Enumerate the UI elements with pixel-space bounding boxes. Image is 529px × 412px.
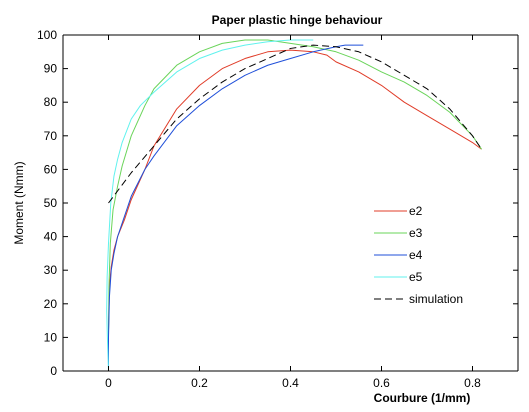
chart-title: Paper plastic hinge behaviour [212,13,383,27]
x-tick-label: 0 [105,376,112,390]
y-tick-label: 100 [37,28,57,42]
y-ticks: 0 10 20 30 40 50 60 70 80 90 100 [37,28,518,378]
y-tick-label: 30 [44,263,58,277]
y-tick-label: 70 [44,129,58,143]
y-tick-label: 40 [44,230,58,244]
x-tick-label: 0.4 [282,376,299,390]
legend-label-e5: e5 [409,270,423,284]
y-tick-label: 10 [44,330,58,344]
legend-label-e4: e4 [409,248,423,262]
series-line-e3 [108,39,483,371]
legend: e2 e3 e4 e5 simulation [374,204,463,306]
x-tick-label: 0.2 [191,376,208,390]
legend-label-e3: e3 [409,226,423,240]
series-line-e5 [106,39,314,372]
plot-area [106,39,483,372]
series-line-simulation [108,44,483,204]
y-tick-label: 80 [44,95,58,109]
y-tick-label: 50 [44,196,58,210]
y-tick-label: 60 [44,162,58,176]
x-tick-label: 0.6 [373,376,390,390]
x-ticks: 0 0.2 0.4 0.6 0.8 [105,35,481,390]
series-line-e4 [108,44,364,371]
legend-label-e2: e2 [409,204,423,218]
x-tick-label: 0.8 [464,376,481,390]
y-tick-label: 90 [44,62,58,76]
series-line-e2 [108,49,482,371]
legend-label-simulation: simulation [409,292,463,306]
y-axis-title: Moment (Nmm) [12,161,26,244]
y-tick-label: 0 [50,364,57,378]
x-axis-title: Courbure (1/mm) [374,391,471,405]
y-tick-label: 20 [44,297,58,311]
